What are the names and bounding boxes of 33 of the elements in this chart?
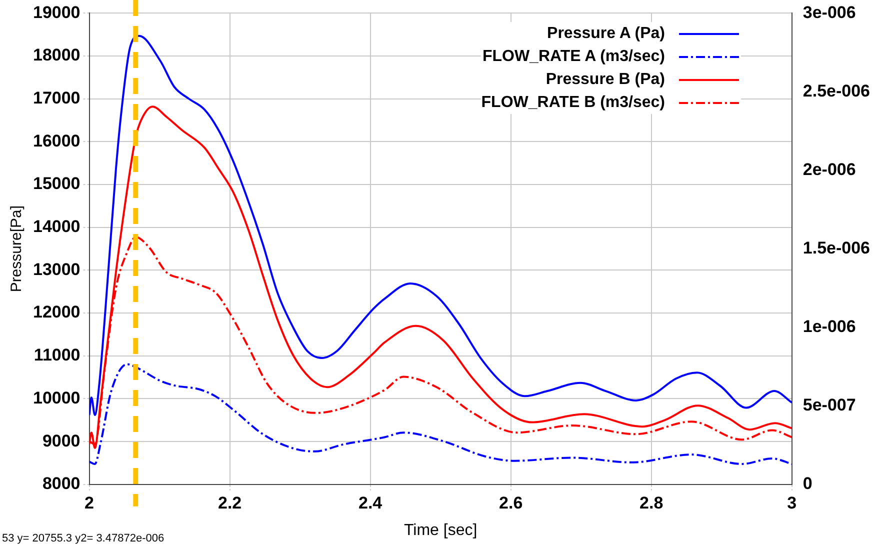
y-tick-label: 14000 [32,217,80,236]
y-tick-label: 13000 [32,260,80,279]
y-tick-label: 17000 [32,88,80,108]
y2-tick-label: 2e-006 [802,160,856,179]
y2-tick-label: 1e-006 [802,317,856,336]
y2-tick-label: 2.5e-006 [802,81,870,100]
line-series [89,363,792,465]
x-tick-label: 3 [787,493,797,512]
legend-label: FLOW_RATE A (m3/sec) [482,48,665,66]
y-tick-label: 18000 [32,46,80,65]
legend-label: Pressure A (Pa) [547,24,665,42]
y2-tick-label: 5e-007 [802,396,856,415]
y-tick-label: 12000 [32,302,80,322]
x-tick-label: 2.8 [640,493,664,512]
y-tick-label: 10000 [32,388,80,408]
y-tick-label: 11000 [34,346,80,365]
x-tick-label: 2 [84,493,94,512]
x-tick-label: 2.4 [358,493,383,512]
y-tick-label: 15000 [32,174,80,194]
text: 53 y= 20755.3 y2= 3.47872e-006 [2,532,164,545]
x-axis-title: Time [sec] [404,522,478,539]
legend-label: FLOW_RATE B (m3/sec) [481,94,665,112]
y-axis-title: Pressure[Pa] [8,205,26,292]
y-tick-label: 19000 [32,2,80,22]
y2-tick-label: 0 [802,474,812,494]
y2-tick-label: 3e-006 [802,2,856,22]
legend-label: Pressure B (Pa) [546,70,665,88]
y2-tick-label: 1.5e-006 [802,238,870,258]
y-tick-label: 8000 [42,474,80,494]
y-tick-label: 16000 [32,131,80,150]
x-tick-label: 2.6 [499,493,523,512]
y-tick-label: 9000 [42,431,80,450]
x-tick-label: 2.2 [218,493,242,512]
